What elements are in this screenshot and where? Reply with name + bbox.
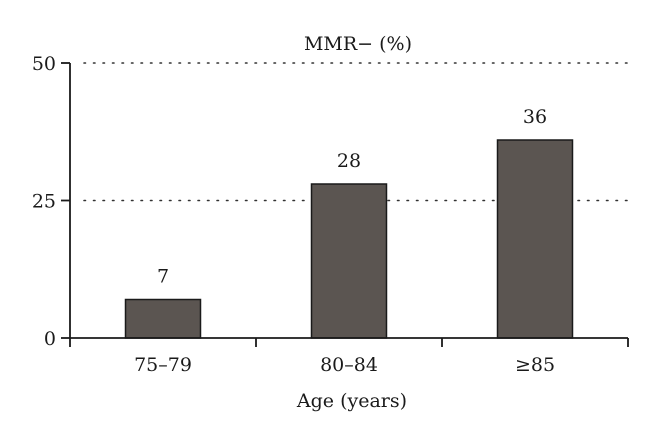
x-axis-title: Age (years) xyxy=(296,390,407,412)
value-label-2: 36 xyxy=(523,106,547,128)
chart-title: MMR− (%) xyxy=(304,33,412,55)
bar-1 xyxy=(310,183,388,339)
value-label-0: 7 xyxy=(157,266,169,288)
y-tick-label-0: 0 xyxy=(44,328,56,350)
x-tick-label-1: 80–84 xyxy=(320,354,378,376)
x-tick-label-0: 75–79 xyxy=(134,354,192,376)
x-tick-label-2: ≥85 xyxy=(515,354,555,376)
bar-2 xyxy=(496,139,574,339)
y-ticks: 0 25 50 xyxy=(32,53,70,350)
y-tick-label-25: 25 xyxy=(32,191,56,213)
value-labels: 7 28 36 xyxy=(157,106,547,288)
bars xyxy=(124,139,574,339)
x-ticks: 75–79 80–84 ≥85 xyxy=(69,338,629,376)
y-tick-label-50: 50 xyxy=(32,53,56,75)
bar-0 xyxy=(124,298,202,339)
value-label-1: 28 xyxy=(337,150,361,172)
